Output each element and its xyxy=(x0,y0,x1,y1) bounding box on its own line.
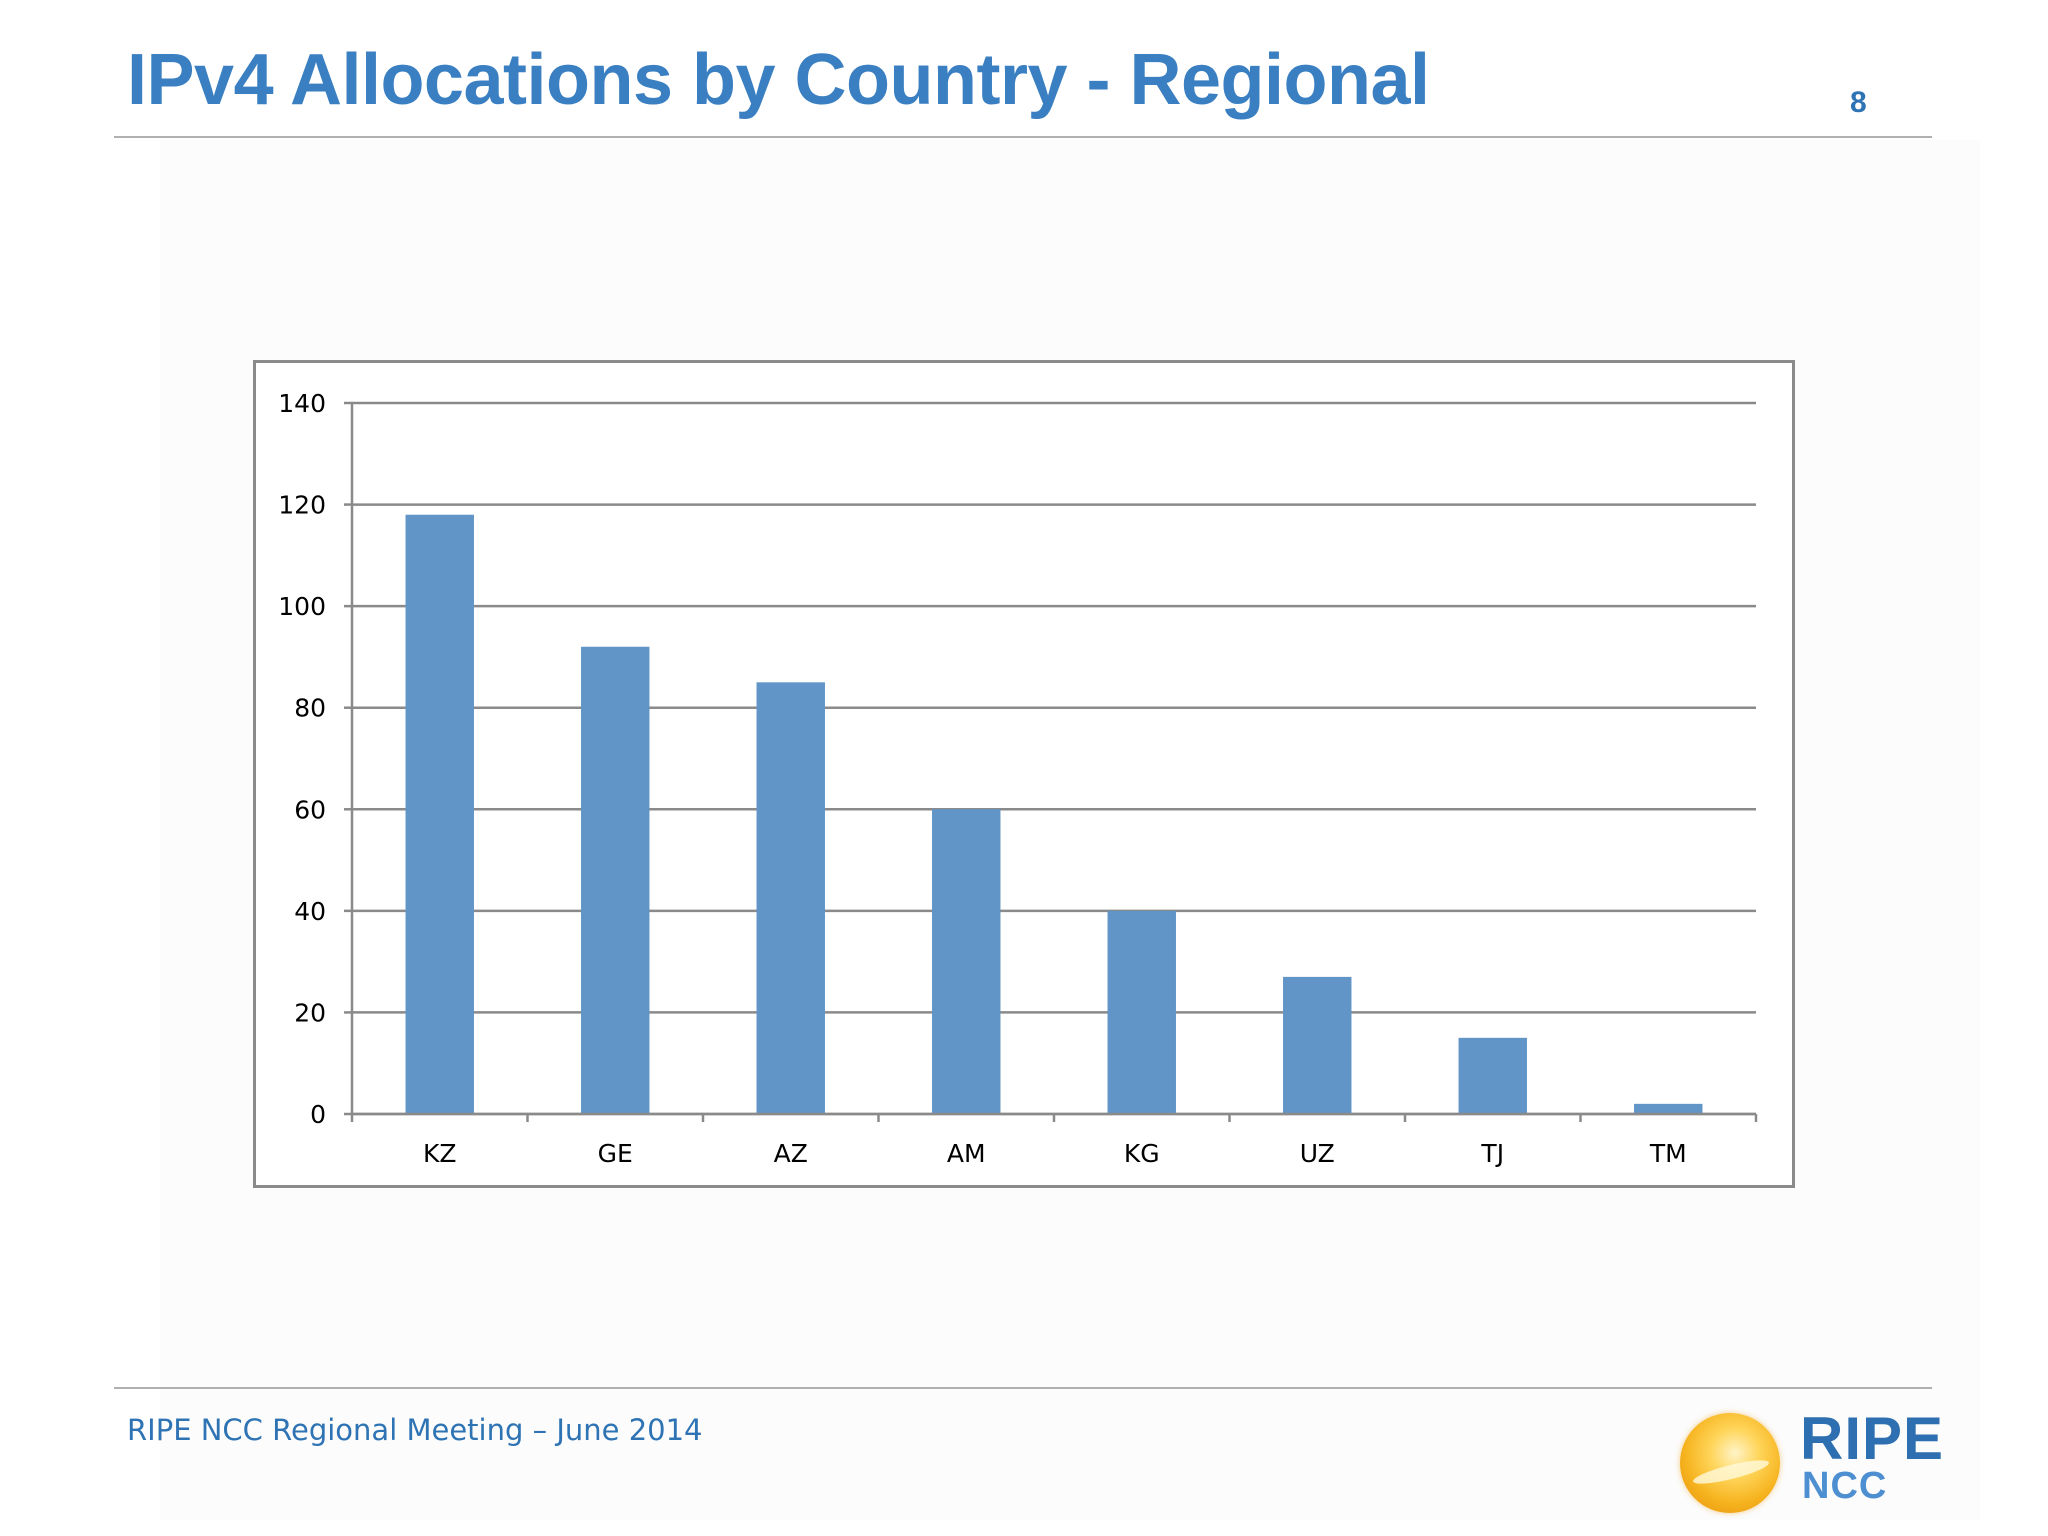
bar-ge xyxy=(581,646,650,1114)
sun-logo-icon xyxy=(1680,1413,1780,1513)
x-tick-label: TM xyxy=(1649,1139,1687,1168)
y-tick-label: 0 xyxy=(310,1100,326,1129)
y-tick-label: 140 xyxy=(278,389,326,418)
x-tick-label: KG xyxy=(1124,1139,1160,1168)
footer-divider xyxy=(114,1387,1932,1389)
page-number: 8 xyxy=(1850,86,1867,119)
x-tick-label: TJ xyxy=(1480,1139,1504,1168)
ripe-ncc-logo: RIPE NCC xyxy=(1680,1405,1943,1515)
bar-am xyxy=(932,809,1001,1114)
bar-chart: 0 20 40 60 80 100 120 140 KZ GE AZ AM KG UZ TJ TM xyxy=(278,389,1758,1168)
bar-az xyxy=(756,682,825,1114)
logo-subwordmark: NCC xyxy=(1802,1465,1888,1507)
chart-frame: 0 20 40 60 80 100 120 140 KZ GE AZ AM KG UZ TJ TM xyxy=(253,360,1795,1188)
logo-wordmark: RIPE xyxy=(1800,1405,1945,1472)
y-tick-label: 80 xyxy=(294,694,326,723)
bar-kz xyxy=(405,514,474,1114)
slide-title: IPv4 Allocations by Country - Regional xyxy=(127,40,1430,120)
bar-tj xyxy=(1458,1037,1527,1114)
x-tick-label: KZ xyxy=(423,1139,457,1168)
y-tick-label: 120 xyxy=(278,491,326,520)
y-tick-label: 40 xyxy=(294,897,326,926)
x-tick-label: GE xyxy=(598,1139,633,1168)
bar-tm xyxy=(1634,1103,1703,1114)
bar-kg xyxy=(1107,910,1176,1114)
y-tick-label: 60 xyxy=(294,795,326,824)
bar-uz xyxy=(1283,976,1352,1114)
y-tick-label: 100 xyxy=(278,592,326,621)
x-tick-label: AM xyxy=(947,1139,986,1168)
y-tick-label: 20 xyxy=(294,998,326,1027)
footer-text: RIPE NCC Regional Meeting – June 2014 xyxy=(127,1413,703,1447)
title-divider xyxy=(114,136,1932,138)
x-tick-label: UZ xyxy=(1300,1139,1335,1168)
x-tick-label: AZ xyxy=(774,1139,808,1168)
